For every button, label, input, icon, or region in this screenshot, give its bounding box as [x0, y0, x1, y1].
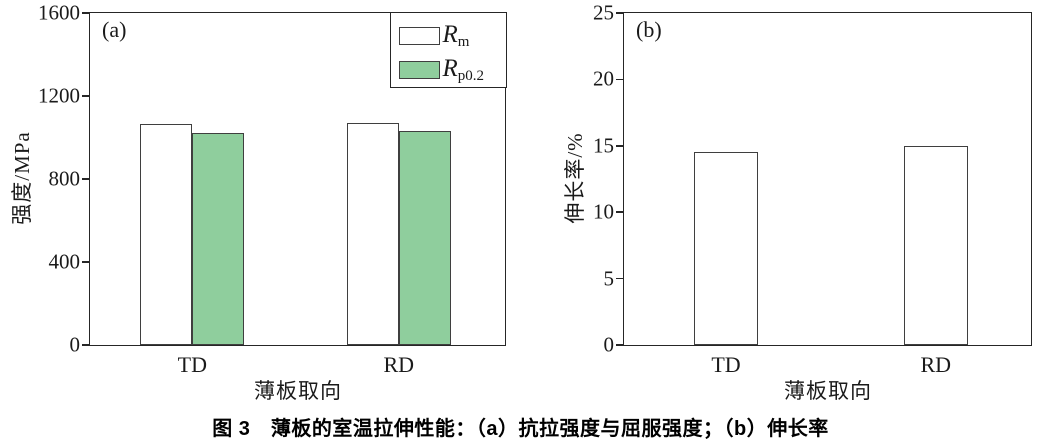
- legend-label-rm-sub: m: [457, 33, 470, 50]
- y-tick: [616, 277, 623, 280]
- x-tick-label: TD: [711, 352, 741, 377]
- panel-label-a: (a): [102, 17, 127, 42]
- plot-area-a: (a) Rm Rp0.2 0 400 800 1200 1600 TD RD: [38, 2, 507, 376]
- y-tick: [82, 261, 89, 263]
- plot-area-b: (b) 0 5 10 15 20 25 TD RD: [593, 2, 1032, 376]
- x-axis-label-b: 薄板取向: [784, 379, 872, 403]
- y-tick-label: 0: [69, 332, 81, 357]
- bar-elongation-TD: [693, 152, 758, 345]
- bar-Rp0.2-TD: [192, 133, 245, 345]
- y-tick-label: 800: [48, 166, 81, 191]
- y-tick-label: 15: [593, 133, 614, 158]
- y-tick-label: 20: [593, 66, 614, 91]
- y-tick: [616, 211, 623, 213]
- y-tick-label: 1600: [38, 0, 80, 25]
- y-tick: [616, 344, 623, 346]
- bar-Rp0.2-RD: [398, 131, 451, 345]
- legend-label-rm: Rm: [443, 22, 470, 50]
- legend-label-rm-symbol: R: [442, 20, 458, 48]
- legend: Rm Rp0.2: [389, 11, 507, 88]
- y-tick: [82, 344, 89, 346]
- x-axis-label-a: 薄板取向: [254, 379, 342, 403]
- y-tick-label: 10: [593, 199, 614, 224]
- y-tick: [616, 12, 623, 14]
- x-tick-label: TD: [177, 352, 207, 377]
- y-tick-label: 25: [593, 0, 614, 25]
- y-axis-label-b: 伸长率/%: [563, 132, 587, 224]
- x-tick-label: RD: [383, 352, 415, 377]
- y-tick: [616, 78, 623, 81]
- y-tick: [616, 145, 623, 147]
- y-tick-label: 1200: [38, 83, 80, 108]
- y-tick-label: 400: [48, 249, 81, 274]
- y-tick: [82, 178, 89, 180]
- y-tick: [82, 95, 89, 97]
- legend-swatch-rp02: [398, 60, 440, 79]
- y-tick-label: 0: [603, 332, 615, 357]
- x-tick-label: RD: [920, 352, 952, 377]
- legend-swatch-rm: [398, 26, 440, 45]
- legend-item-rp02: Rp0.2: [398, 56, 506, 84]
- panel-label-b: (b): [636, 17, 662, 42]
- legend-label-rp02-symbol: R: [442, 54, 458, 82]
- figure-caption: 图 3 薄板的室温拉伸性能：（a）抗拉强度与屈服强度；（b）伸长率: [212, 418, 829, 440]
- bar-Rm-TD: [140, 124, 193, 345]
- bar-Rm-RD: [346, 122, 399, 345]
- y-tick: [82, 12, 89, 14]
- legend-label-rp02-sub: p0.2: [457, 67, 485, 84]
- legend-item-rm: Rm: [398, 22, 506, 50]
- y-tick-label: 5: [603, 266, 615, 291]
- legend-label-rp02: Rp0.2: [443, 56, 485, 84]
- y-axis-label-a: 强度/MPa: [10, 131, 34, 225]
- bar-elongation-RD: [903, 145, 968, 345]
